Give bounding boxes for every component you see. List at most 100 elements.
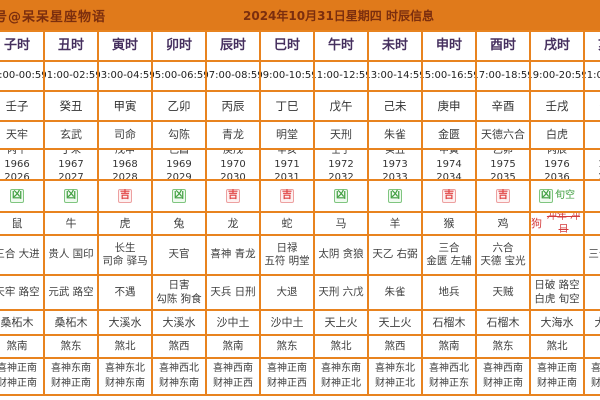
direction-cell: 喜神西北 财神东南	[153, 359, 205, 394]
xiongshen-cell: 大退	[261, 276, 313, 309]
shen-cell: 朱雀	[369, 122, 421, 148]
chong-cell: 己酉 1969 2029	[153, 150, 205, 179]
shen-cell: 明堂	[261, 122, 313, 148]
page-title: 2024年10月31日星期四 时辰信息	[243, 9, 434, 23]
chong-cell: 戊申 1968 2028	[99, 150, 151, 179]
animal-cell: 猴	[423, 213, 475, 234]
nayin-cell: 沙中土	[261, 311, 313, 334]
animal-cell: 牛	[45, 213, 97, 234]
sha-cell: 煞南	[0, 336, 43, 357]
direction-cell: 喜神东北 财神东南	[99, 359, 151, 394]
luck-badge: 凶	[10, 189, 24, 203]
ganzhi-cell: 丙辰	[207, 92, 259, 120]
nayin-cell: 大海水	[585, 311, 600, 334]
animal-cell: 虎	[99, 213, 151, 234]
zodiac-animal-label: 龙	[227, 216, 239, 230]
luck-cell: 凶旬空	[531, 181, 583, 211]
luck-cell: 凶	[153, 181, 205, 211]
direction-cell: 喜神东南 财神正北	[315, 359, 367, 394]
hour-cell: 寅时	[99, 32, 151, 60]
hour-cell: 午时	[315, 32, 367, 60]
chong-cell: 辛亥 1971 2031	[261, 150, 313, 179]
luck-cell: 凶	[315, 181, 367, 211]
direction-cell: 喜神正南 财神正西	[261, 359, 313, 394]
chong-cell: 丁未 1967 2027	[45, 150, 97, 179]
direction-cell: 喜神正南 财神正南	[531, 359, 583, 394]
sha-cell: 煞西	[369, 336, 421, 357]
xiongshen-cell: 天刑 六戊	[315, 276, 367, 309]
animal-cell: 蛇	[261, 213, 313, 234]
shen-cell: 青龙	[207, 122, 259, 148]
luck-cell: 吉	[99, 181, 151, 211]
animal-cell: 狗冲年 冲日	[531, 213, 583, 234]
zodiac-animal-label: 虎	[119, 216, 131, 230]
ganzhi-cell: 癸丑	[45, 92, 97, 120]
time-cell: 13:00-14:59	[369, 62, 421, 90]
shen-cell: 白虎	[531, 122, 583, 148]
luck-badge: 凶	[539, 189, 553, 203]
time-cell: 19:00-20:59	[531, 62, 583, 90]
time-cell: 07:00-08:59	[207, 62, 259, 90]
nayin-cell: 大海水	[531, 311, 583, 334]
nayin-cell: 天上火	[315, 311, 367, 334]
xiongshen-cell: 路空	[585, 276, 600, 309]
clash-note: 冲年 冲日	[546, 213, 581, 234]
luck-badge: 吉	[442, 189, 456, 203]
ganzhi-cell: 壬戌	[531, 92, 583, 120]
nayin-cell: 石榴木	[423, 311, 475, 334]
ganzhi-cell: 丁巳	[261, 92, 313, 120]
luck-badge: 凶	[64, 189, 78, 203]
hour-cell: 卯时	[153, 32, 205, 60]
zodiac-animal-label: 鼠	[11, 216, 23, 230]
time-cell: 01:00-02:59	[45, 62, 97, 90]
chong-cell: 庚戌 1970 2030	[207, 150, 259, 179]
hour-cell: 未时	[369, 32, 421, 60]
direction-cell: 喜神西南 财神正南	[477, 359, 529, 394]
animal-cell: 鼠	[0, 213, 43, 234]
jishen-cell: 天乙 右弼	[369, 236, 421, 274]
xiongshen-cell: 天兵 日刑	[207, 276, 259, 309]
time-cell: 17:00-18:59	[477, 62, 529, 90]
chong-cell: 丙午 1966 2026	[0, 150, 43, 179]
sha-cell: 煞东	[45, 336, 97, 357]
shen-cell: 天牢	[0, 122, 43, 148]
luck-badge: 吉	[118, 189, 132, 203]
animal-cell: 龙	[207, 213, 259, 234]
jishen-cell: 贵人 国印	[45, 236, 97, 274]
nayin-cell: 天上火	[369, 311, 421, 334]
direction-cell: 喜神东北 财神正北	[369, 359, 421, 394]
ganzhi-cell: 壬子	[0, 92, 43, 120]
shen-cell: 玉堂	[585, 122, 600, 148]
luck-badge: 凶	[172, 189, 186, 203]
jishen-cell	[531, 236, 583, 274]
time-cell: 15:00-16:59	[423, 62, 475, 90]
zodiac-animal-label: 兔	[173, 216, 185, 230]
direction-cell: 喜神西南 财神正西	[207, 359, 259, 394]
nayin-cell: 大溪水	[153, 311, 205, 334]
time-cell: 23:00-00:59	[0, 62, 43, 90]
xiongshen-cell: 天贼	[477, 276, 529, 309]
hour-info-table: 子时丑时寅时卯时辰时巳时午时未时申时酉时戌时亥时 23:00-00:5901:00…	[0, 30, 600, 396]
xiongshen-cell: 日破 路空 白虎 旬空	[531, 276, 583, 309]
zodiac-animal-label: 羊	[389, 216, 401, 230]
nayin-cell: 桑柘木	[45, 311, 97, 334]
zodiac-animal-label: 狗	[531, 216, 542, 230]
luck-cell: 凶	[369, 181, 421, 211]
nayin-cell: 沙中土	[207, 311, 259, 334]
luck-extra-label: 旬空	[555, 189, 575, 201]
animal-cell: 兔	[153, 213, 205, 234]
hour-cell: 亥时	[585, 32, 600, 60]
chong-cell: 壬子 1972 2032	[315, 150, 367, 179]
sha-cell: 煞东	[261, 336, 313, 357]
time-cell: 11:00-12:59	[315, 62, 367, 90]
jishen-cell: 喜神 青龙	[207, 236, 259, 274]
shen-cell: 玄武	[45, 122, 97, 148]
zodiac-animal-label: 猴	[443, 216, 455, 230]
hour-cell: 申时	[423, 32, 475, 60]
direction-cell: 喜神正南 财神正南	[0, 359, 43, 394]
nayin-cell: 桑柘木	[0, 311, 43, 334]
sha-cell: 煞西	[585, 336, 600, 357]
hour-cell: 酉时	[477, 32, 529, 60]
luck-cell: 吉	[423, 181, 475, 211]
time-cell: 03:00-04:59	[99, 62, 151, 90]
